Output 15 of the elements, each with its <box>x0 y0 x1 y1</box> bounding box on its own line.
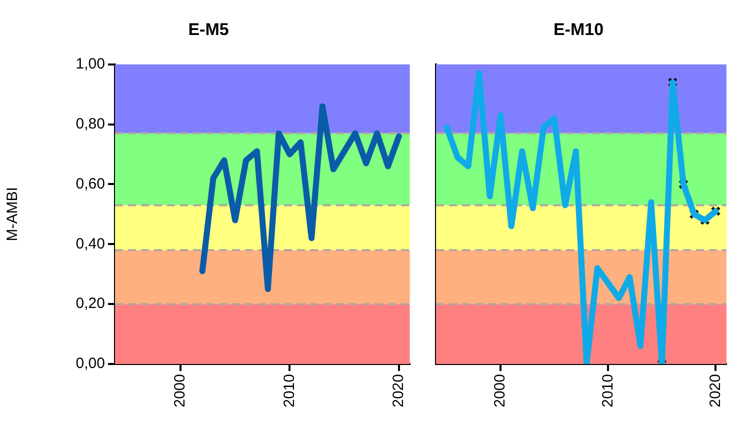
x-tick-label: 2020 <box>390 374 408 408</box>
y-tick-label: 0,20 <box>76 295 105 312</box>
chart-title: E-M5 <box>188 20 229 39</box>
y-tick-label: 1,00 <box>76 56 105 73</box>
x-tick-label: 2010 <box>599 374 616 408</box>
x-tick-label: 2010 <box>280 374 298 408</box>
y-tick-label: 0,40 <box>76 235 105 252</box>
y-tick-label: 0,80 <box>76 115 105 132</box>
x-tick-label: 2000 <box>172 374 189 408</box>
x-tick-label: 2000 <box>492 374 509 408</box>
y-axis-title: M-AMBI <box>4 187 22 242</box>
chart-title: E-M10 <box>553 20 604 39</box>
x-tick-label: 2020 <box>706 374 724 408</box>
y-tick-label: 0,00 <box>76 355 105 372</box>
y-tick-label: 0,60 <box>76 175 105 192</box>
